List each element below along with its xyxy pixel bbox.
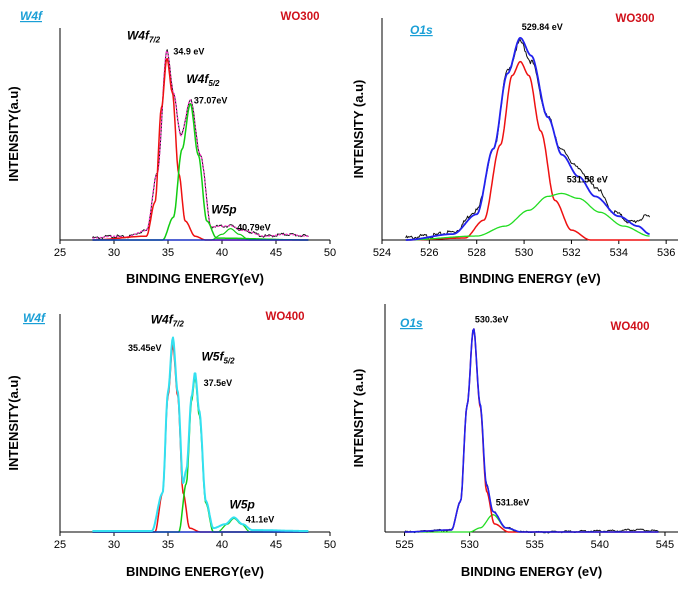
chart-panel-bl: 25 30 35 40 45 50 BINDING ENERGY(eV) INTENSITY(… [0, 292, 345, 585]
series-experimental-envelope [92, 336, 309, 532]
peak-label: W4f7/2 [127, 28, 161, 44]
x-tick-label: 45 [270, 539, 282, 551]
sample-label: WO300 [616, 13, 655, 25]
peak-label: W4f5/2 [186, 72, 220, 88]
x-tick-label: 526 [420, 247, 438, 259]
x-tick-label: 45 [270, 247, 282, 259]
peak-energy-label: 529.84 eV [522, 22, 563, 32]
chart-panel-br: 525 530 535 540 545 BINDING ENERGY (eV) INTENS… [345, 292, 685, 585]
x-tick-label: 25 [54, 247, 66, 259]
x-tick-label: 535 [526, 539, 544, 551]
series-lattice-o-fit [404, 328, 659, 533]
x-axis-label: BINDING ENERGY (eV) [461, 564, 602, 579]
panel-label: O1s [400, 316, 423, 330]
peak-energy-label: 35.45eV [128, 343, 162, 353]
x-tick-label: 536 [657, 247, 675, 259]
x-tick-label: 40 [216, 539, 228, 551]
peak-energy-label: 41.1eV [246, 514, 275, 524]
x-tick-label: 530 [515, 247, 533, 259]
chart-tr-svg: 524 526 528 530 532 534 536 BINDING ENERGY (eV)… [351, 13, 678, 286]
x-tick-label: 30 [108, 539, 120, 551]
x-tick-label: 30 [108, 247, 120, 259]
peak-energy-label: 531.8eV [496, 498, 530, 508]
peak-label-subscript: 5/2 [223, 357, 235, 366]
x-tick-label: 528 [468, 247, 486, 259]
x-tick-label: 35 [162, 247, 174, 259]
series-w4f7-2-fit [92, 344, 309, 533]
peak-energy-label: 34.9 eV [173, 47, 204, 57]
peak-label: W4f7/2 [151, 313, 185, 329]
series-experimental [405, 39, 651, 240]
x-tick-label: 530 [460, 539, 478, 551]
x-tick-label: 540 [591, 539, 609, 551]
y-axis-label: INTENSITY (a.u) [351, 80, 366, 179]
series-531-58-ev-fit [405, 192, 650, 241]
peak-label: W5p [230, 498, 255, 512]
y-axis-label: INTENSITY(a.u) [6, 375, 21, 470]
peak-energy-label: 530.3eV [475, 314, 509, 324]
panel-label: W4f [23, 311, 46, 325]
series-experimental [404, 328, 659, 534]
peak-energy-label: 531.58 eV [567, 175, 608, 185]
sample-label: WO400 [266, 311, 305, 323]
x-axis-label: BINDING ENERGY(eV) [126, 271, 264, 286]
x-tick-label: 25 [54, 539, 66, 551]
chart-panel-tr: 524 526 528 530 532 534 536 BINDING ENERGY (eV)… [345, 0, 685, 292]
series-envelope [405, 36, 650, 241]
chart-bl-svg: 25 30 35 40 45 50 BINDING ENERGY(eV) INTENSITY(… [6, 311, 336, 579]
chart-br-svg: 525 530 535 540 545 BINDING ENERGY (eV) INTENS… [351, 304, 678, 579]
x-tick-label: 40 [216, 247, 228, 259]
x-tick-label: 50 [324, 539, 336, 551]
peak-label: W5f5/2 [201, 350, 235, 366]
chart-tl-svg: 25 30 35 40 45 50 BINDING ENERGY(eV) INTENSITY(… [6, 9, 336, 286]
series-lattice-o-fit [405, 60, 650, 241]
x-axis-label: BINDING ENERGY (eV) [459, 271, 600, 286]
panel-label: W4f [20, 9, 43, 23]
x-tick-label: 35 [162, 539, 174, 551]
peak-label-subscript: 7/2 [149, 35, 161, 44]
peak-energy-label: 37.07eV [194, 96, 228, 106]
x-tick-label: 524 [373, 247, 391, 259]
x-axis-label: BINDING ENERGY(eV) [126, 564, 264, 579]
peak-energy-label: 40.79eV [237, 223, 271, 233]
peak-label: W5p [211, 203, 236, 217]
y-axis-label: INTENSITY(a.u) [6, 86, 21, 181]
chart-panel-tl: 25 30 35 40 45 50 BINDING ENERGY(eV) INTENSITY(… [0, 0, 345, 292]
peak-label-subscript: 5/2 [208, 79, 220, 88]
peak-energy-label: 37.5eV [204, 378, 233, 388]
sample-label: WO300 [281, 11, 320, 23]
peak-label-subscript: 7/2 [173, 320, 185, 329]
x-tick-label: 525 [395, 539, 413, 551]
x-tick-label: 50 [324, 247, 336, 259]
sample-label: WO400 [611, 321, 650, 333]
y-axis-label: INTENSITY (a.u) [351, 369, 366, 468]
x-tick-label: 534 [610, 247, 628, 259]
panel-label: O1s [410, 23, 433, 37]
series-w4f5-2-fit [92, 102, 309, 241]
x-tick-label: 545 [656, 539, 674, 551]
series-w5f5-2-fit [92, 376, 309, 533]
x-tick-label: 532 [562, 247, 580, 259]
series-envelope [404, 328, 659, 533]
